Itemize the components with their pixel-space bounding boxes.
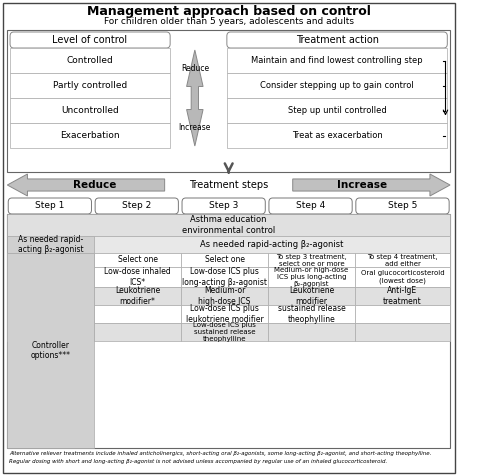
Bar	[8, 267, 94, 287]
Text: Increase: Increase	[178, 123, 211, 132]
FancyBboxPatch shape	[269, 198, 352, 214]
Polygon shape	[8, 174, 164, 196]
Bar	[268, 323, 355, 341]
Bar	[94, 267, 181, 287]
Text: Step 4: Step 4	[296, 201, 325, 210]
Bar	[10, 73, 170, 98]
Bar	[94, 236, 450, 253]
Text: Oral glucocorticosteroid
(lowest dose): Oral glucocorticosteroid (lowest dose)	[360, 270, 444, 284]
Bar	[10, 123, 170, 148]
Text: Reduce: Reduce	[74, 180, 117, 190]
FancyBboxPatch shape	[95, 198, 178, 214]
Bar	[355, 267, 450, 287]
Text: Low-dose ICS plus
sustained release
theophylline: Low-dose ICS plus sustained release theo…	[193, 322, 256, 342]
Bar	[268, 305, 355, 323]
Text: Treatment action: Treatment action	[296, 35, 378, 45]
Bar	[355, 305, 450, 323]
Polygon shape	[292, 174, 450, 196]
Text: Asthma education
environmental control: Asthma education environmental control	[182, 215, 276, 235]
Bar	[10, 48, 170, 73]
FancyBboxPatch shape	[227, 32, 448, 48]
Text: As needed rapid-acting β₂-agonist: As needed rapid-acting β₂-agonist	[200, 240, 344, 249]
Bar	[181, 305, 268, 323]
Bar	[94, 287, 181, 305]
Bar	[355, 287, 450, 305]
Text: Step 3: Step 3	[209, 201, 238, 210]
Bar	[268, 253, 355, 267]
Text: Consider stepping up to gain control: Consider stepping up to gain control	[260, 81, 414, 90]
Text: Treatment steps: Treatment steps	[189, 180, 268, 190]
Bar	[8, 30, 450, 172]
Text: Medium-or
high-dose ICS: Medium-or high-dose ICS	[198, 286, 251, 306]
Bar	[8, 253, 94, 267]
Bar	[227, 98, 448, 123]
Bar	[8, 305, 94, 323]
Text: Partly controlled: Partly controlled	[52, 81, 127, 90]
Text: sustained release
theophylline: sustained release theophylline	[278, 304, 345, 324]
Bar	[181, 323, 268, 341]
Bar	[8, 287, 94, 305]
Text: Leukotriene
modifier*: Leukotriene modifier*	[115, 286, 160, 306]
Bar	[10, 98, 170, 123]
Text: As needed rapid-
acting β₂-agonist: As needed rapid- acting β₂-agonist	[18, 235, 84, 254]
Text: Medium-or high-dose
ICS plus long-acting
β₂-agonist: Medium-or high-dose ICS plus long-acting…	[274, 267, 348, 287]
Bar	[181, 253, 268, 267]
Text: Select one: Select one	[118, 256, 158, 265]
Bar	[227, 48, 448, 73]
Text: Exacerbation: Exacerbation	[60, 131, 120, 140]
Text: Step 1: Step 1	[35, 201, 64, 210]
Text: Step 2: Step 2	[122, 201, 152, 210]
Text: Uncontrolled: Uncontrolled	[61, 106, 118, 115]
Text: Anti-IgE
treatment: Anti-IgE treatment	[383, 286, 422, 306]
Text: Maintain and find lowest controlling step: Maintain and find lowest controlling ste…	[252, 56, 423, 65]
Text: To step 3 treatment,
select one or more: To step 3 treatment, select one or more	[276, 254, 347, 267]
Bar	[181, 287, 268, 305]
Text: Increase: Increase	[337, 180, 388, 190]
Bar	[355, 323, 450, 341]
Text: To step 4 treatment,
add either: To step 4 treatment, add either	[367, 254, 438, 267]
Bar	[268, 287, 355, 305]
Text: Level of control: Level of control	[52, 35, 127, 45]
Text: Alternative reliever treatments include inhaled anticholinergics, short-acting o: Alternative reliever treatments include …	[9, 451, 432, 456]
Text: Step 5: Step 5	[388, 201, 417, 210]
FancyBboxPatch shape	[356, 198, 449, 214]
Bar	[355, 253, 450, 267]
Bar	[8, 236, 94, 253]
Text: Leukotriene
modifier: Leukotriene modifier	[289, 286, 334, 306]
Text: Controller
options***: Controller options***	[31, 341, 71, 360]
Text: Low-dose ICS plus
leukotriene modifier: Low-dose ICS plus leukotriene modifier	[186, 304, 264, 324]
Text: Controlled: Controlled	[66, 56, 113, 65]
Polygon shape	[186, 50, 203, 146]
Bar	[94, 253, 181, 267]
FancyBboxPatch shape	[8, 198, 91, 214]
Bar	[94, 305, 181, 323]
Text: Low-dose ICS plus
long-acting β₂-agonist: Low-dose ICS plus long-acting β₂-agonist	[182, 268, 267, 287]
FancyBboxPatch shape	[10, 32, 170, 48]
Bar	[227, 73, 448, 98]
Text: Management approach based on control: Management approach based on control	[87, 4, 370, 18]
Text: Low-dose inhaled
ICS*: Low-dose inhaled ICS*	[104, 268, 171, 287]
Bar	[181, 267, 268, 287]
Text: Step up until controlled: Step up until controlled	[288, 106, 386, 115]
Bar	[8, 323, 94, 341]
Text: Select one: Select one	[204, 256, 244, 265]
Text: Regular dosing with short and long-acting β₂-agonist is not advised unless accom: Regular dosing with short and long-actin…	[9, 459, 388, 464]
Text: Reduce: Reduce	[181, 64, 209, 73]
Bar	[8, 253, 94, 448]
Text: For children older than 5 years, adolescents and adults: For children older than 5 years, adolesc…	[104, 18, 354, 27]
Text: Treat as exacerbation: Treat as exacerbation	[292, 131, 382, 140]
Bar	[268, 267, 355, 287]
Bar	[8, 214, 450, 236]
Bar	[227, 123, 448, 148]
FancyBboxPatch shape	[182, 198, 266, 214]
Bar	[94, 323, 181, 341]
Bar	[8, 214, 450, 448]
